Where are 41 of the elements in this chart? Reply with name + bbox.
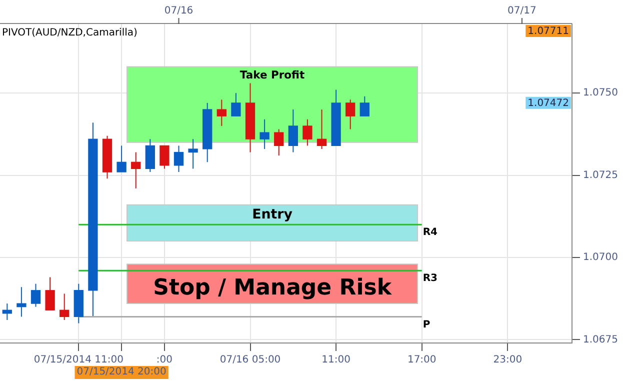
- x-tick-label: 07/15/2014 11:00: [34, 354, 124, 366]
- x-tick-label: 17:00: [407, 354, 436, 366]
- y-tick-label: 1.0700: [583, 252, 618, 264]
- candlestick: [346, 99, 356, 130]
- candlestick: [160, 145, 170, 170]
- chart-title: PIVOT(AUD/NZD,Camarilla): [2, 28, 138, 39]
- candlestick: [288, 109, 298, 153]
- candlestick: [231, 92, 241, 117]
- x-tick-label: 23:00: [493, 354, 522, 366]
- y-tick-label: 1.0725: [583, 170, 618, 181]
- x-tick-label: 11:00: [322, 354, 350, 366]
- x2-tick-label: 07/16: [164, 6, 194, 17]
- candlestick: [216, 99, 226, 126]
- band-label: Entry: [252, 208, 293, 223]
- candlestick: [260, 118, 270, 150]
- candlestick: [174, 145, 184, 172]
- band-label: Stop / Manage Risk: [153, 275, 393, 300]
- candlestick: [302, 118, 312, 146]
- candlestick: [145, 138, 155, 172]
- series-label: R4: [422, 227, 438, 238]
- candlestick: [131, 152, 141, 189]
- candlestick: [16, 286, 26, 318]
- series-label: R3: [422, 273, 438, 284]
- band-label: Take Profit: [240, 68, 305, 82]
- x2-tick-label: 07/17: [508, 6, 536, 17]
- candlestick: [116, 145, 126, 172]
- annotation: 1.07711: [528, 26, 570, 38]
- annotation: 1.07472: [528, 98, 570, 110]
- x-tick-label: :00: [156, 354, 172, 366]
- candlestick: [188, 138, 198, 170]
- x-tick-label: 07/15/2014 20:00: [76, 366, 166, 378]
- series-label: P: [422, 319, 430, 330]
- x-tick-label: 07/16 05:00: [220, 354, 281, 366]
- candlestick: [45, 276, 55, 311]
- candlestick: [360, 96, 370, 117]
- y-tick-label: 1.0675: [583, 334, 618, 346]
- candlestick: [60, 293, 70, 320]
- candlestick: [274, 128, 284, 156]
- candlestick: [30, 283, 41, 308]
- y-tick-label: 1.0750: [583, 88, 618, 99]
- candlestick: [316, 109, 327, 150]
